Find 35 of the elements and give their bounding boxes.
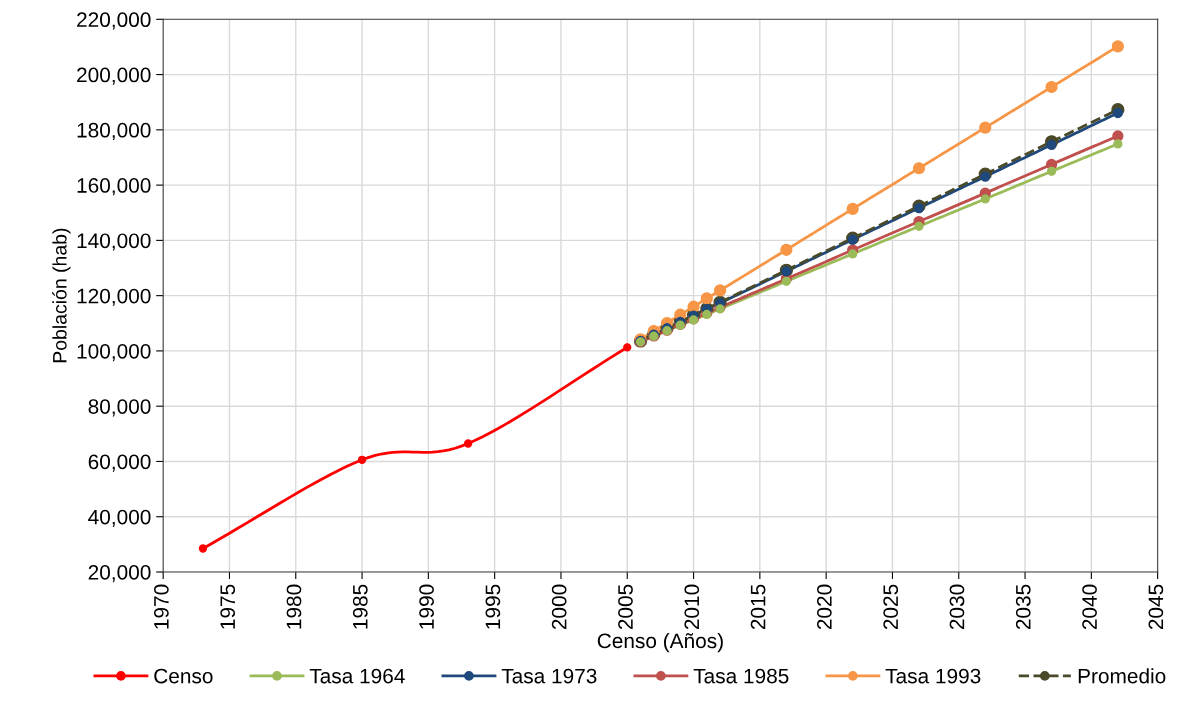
x-tick-label: 1985 — [352, 584, 368, 629]
x-tick-label: 2000 — [551, 584, 567, 630]
x-tick-label: 1990 — [419, 584, 434, 629]
y-tick-label: 80,000 — [88, 399, 151, 417]
y-tick-label: 220,000 — [77, 12, 151, 30]
y-tick-label: 40,000 — [88, 509, 151, 527]
legend-label: Tasa 1993 — [885, 668, 981, 684]
x-tick-label: 2030 — [949, 584, 965, 630]
x-tick-label: 2025 — [883, 584, 899, 630]
x-tick-label: 2010 — [684, 584, 700, 630]
legend-label: Tasa 1973 — [501, 668, 597, 684]
legend-label: Tasa 1964 — [309, 668, 405, 684]
x-tick-label: 2035 — [1015, 584, 1031, 630]
legend-label: Tasa 1985 — [693, 668, 789, 684]
x-tick-label: 1980 — [286, 584, 302, 629]
x-tick-label: 2045 — [1148, 584, 1164, 630]
x-axis-title: Censo (Años) — [597, 632, 723, 653]
x-tick-label: 2020 — [817, 584, 832, 630]
y-tick-label: 120,000 — [77, 288, 151, 306]
legend-label: Censo — [154, 668, 213, 684]
x-tick-label: 2005 — [618, 584, 633, 630]
y-tick-label: 180,000 — [77, 122, 151, 141]
y-tick-label: 20,000 — [88, 565, 151, 583]
x-tick-label: 1995 — [485, 584, 501, 629]
x-tick-label: 1970 — [154, 584, 169, 629]
x-tick-label: 1975 — [220, 584, 236, 629]
y-tick-label: 160,000 — [77, 178, 151, 196]
y-tick-label: 140,000 — [77, 233, 151, 251]
y-tick-label: 200,000 — [77, 67, 151, 85]
x-tick-label: 2015 — [750, 584, 766, 630]
y-tick-label: 60,000 — [88, 454, 151, 472]
x-tick-label: 2040 — [1082, 584, 1097, 630]
legend-label: Promedio — [1078, 668, 1166, 684]
y-tick-label: 100,000 — [77, 343, 151, 362]
y-axis-title: Población (hab) — [52, 228, 71, 363]
